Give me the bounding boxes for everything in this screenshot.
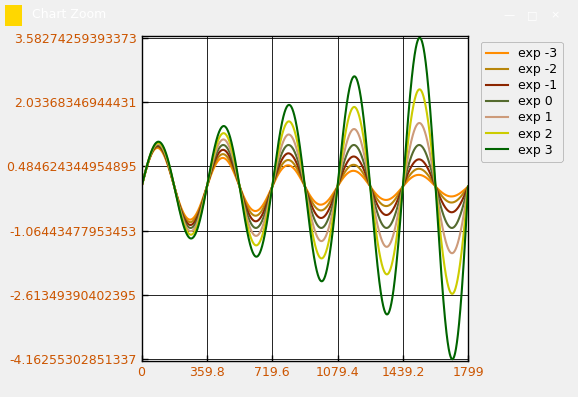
exp -2 <box>297 174 304 179</box>
exp 3 <box>395 236 402 241</box>
exp 0 <box>449 225 455 230</box>
exp 1 <box>297 162 304 167</box>
exp 3 <box>138 184 145 189</box>
exp -3 <box>455 192 462 197</box>
exp -2 <box>155 145 162 150</box>
exp 2 <box>455 269 462 274</box>
exp 1 <box>455 236 462 241</box>
exp 3 <box>455 323 462 328</box>
Line: exp 1: exp 1 <box>142 123 468 253</box>
exp 2 <box>297 156 304 161</box>
Line: exp 2: exp 2 <box>142 89 468 294</box>
exp -1 <box>187 223 194 227</box>
exp 1 <box>465 184 472 189</box>
exp 3 <box>416 35 423 40</box>
exp 2 <box>416 87 423 92</box>
exp 2 <box>288 121 295 126</box>
exp 3 <box>288 105 295 110</box>
exp -1 <box>455 204 462 209</box>
exp -1 <box>465 184 472 189</box>
exp 0 <box>297 167 304 172</box>
exp -2 <box>465 184 472 189</box>
exp 2 <box>395 219 402 224</box>
Line: exp -3: exp -3 <box>142 148 468 220</box>
exp -3 <box>465 184 472 189</box>
exp -1 <box>155 144 162 148</box>
Text: ×: × <box>550 10 560 20</box>
exp 0 <box>455 216 462 221</box>
exp -2 <box>395 191 402 196</box>
exp -2 <box>187 220 194 225</box>
exp -2 <box>455 196 462 201</box>
Text: —: — <box>503 10 514 20</box>
exp -3 <box>455 191 462 196</box>
exp 1 <box>416 121 423 125</box>
exp 2 <box>465 184 472 189</box>
exp 1 <box>155 142 162 146</box>
exp -1 <box>455 204 462 208</box>
FancyBboxPatch shape <box>5 4 22 25</box>
exp -3 <box>395 189 402 193</box>
exp -3 <box>155 146 162 150</box>
Legend: exp -3, exp -2, exp -1, exp 0, exp 1, exp 2, exp 3: exp -3, exp -2, exp -1, exp 0, exp 1, ex… <box>481 42 562 162</box>
exp -3 <box>187 217 194 222</box>
exp 3 <box>465 184 472 189</box>
Line: exp 3: exp 3 <box>142 38 468 359</box>
exp -1 <box>154 144 161 148</box>
Text: □: □ <box>527 10 537 20</box>
exp -2 <box>154 145 161 149</box>
exp 1 <box>138 184 145 189</box>
Line: exp -1: exp -1 <box>142 146 468 225</box>
exp 3 <box>449 357 456 362</box>
exp 1 <box>449 251 455 256</box>
exp -3 <box>154 146 161 150</box>
exp 0 <box>288 145 295 150</box>
exp 1 <box>455 237 462 241</box>
exp 1 <box>395 208 402 212</box>
exp 0 <box>155 143 162 147</box>
exp 2 <box>449 291 455 296</box>
exp -2 <box>138 184 145 189</box>
exp 0 <box>138 184 145 189</box>
exp -1 <box>297 172 304 176</box>
exp 3 <box>155 139 162 144</box>
exp -3 <box>288 164 295 169</box>
exp 0 <box>465 184 472 189</box>
exp 2 <box>455 270 462 274</box>
exp 3 <box>455 322 462 326</box>
exp -1 <box>288 153 295 158</box>
exp -3 <box>138 184 145 189</box>
exp 2 <box>138 184 145 189</box>
exp 0 <box>455 216 462 221</box>
exp -2 <box>288 159 295 164</box>
Line: exp 0: exp 0 <box>142 145 468 228</box>
exp -2 <box>455 197 462 201</box>
exp 3 <box>297 148 304 153</box>
Line: exp -2: exp -2 <box>142 147 468 222</box>
exp -1 <box>138 184 145 189</box>
exp 0 <box>395 199 402 204</box>
exp 0 <box>154 143 161 147</box>
exp 1 <box>288 134 295 139</box>
exp -1 <box>395 194 402 199</box>
Text: Chart Zoom: Chart Zoom <box>32 8 106 21</box>
exp 2 <box>155 141 162 145</box>
exp -3 <box>297 176 304 181</box>
